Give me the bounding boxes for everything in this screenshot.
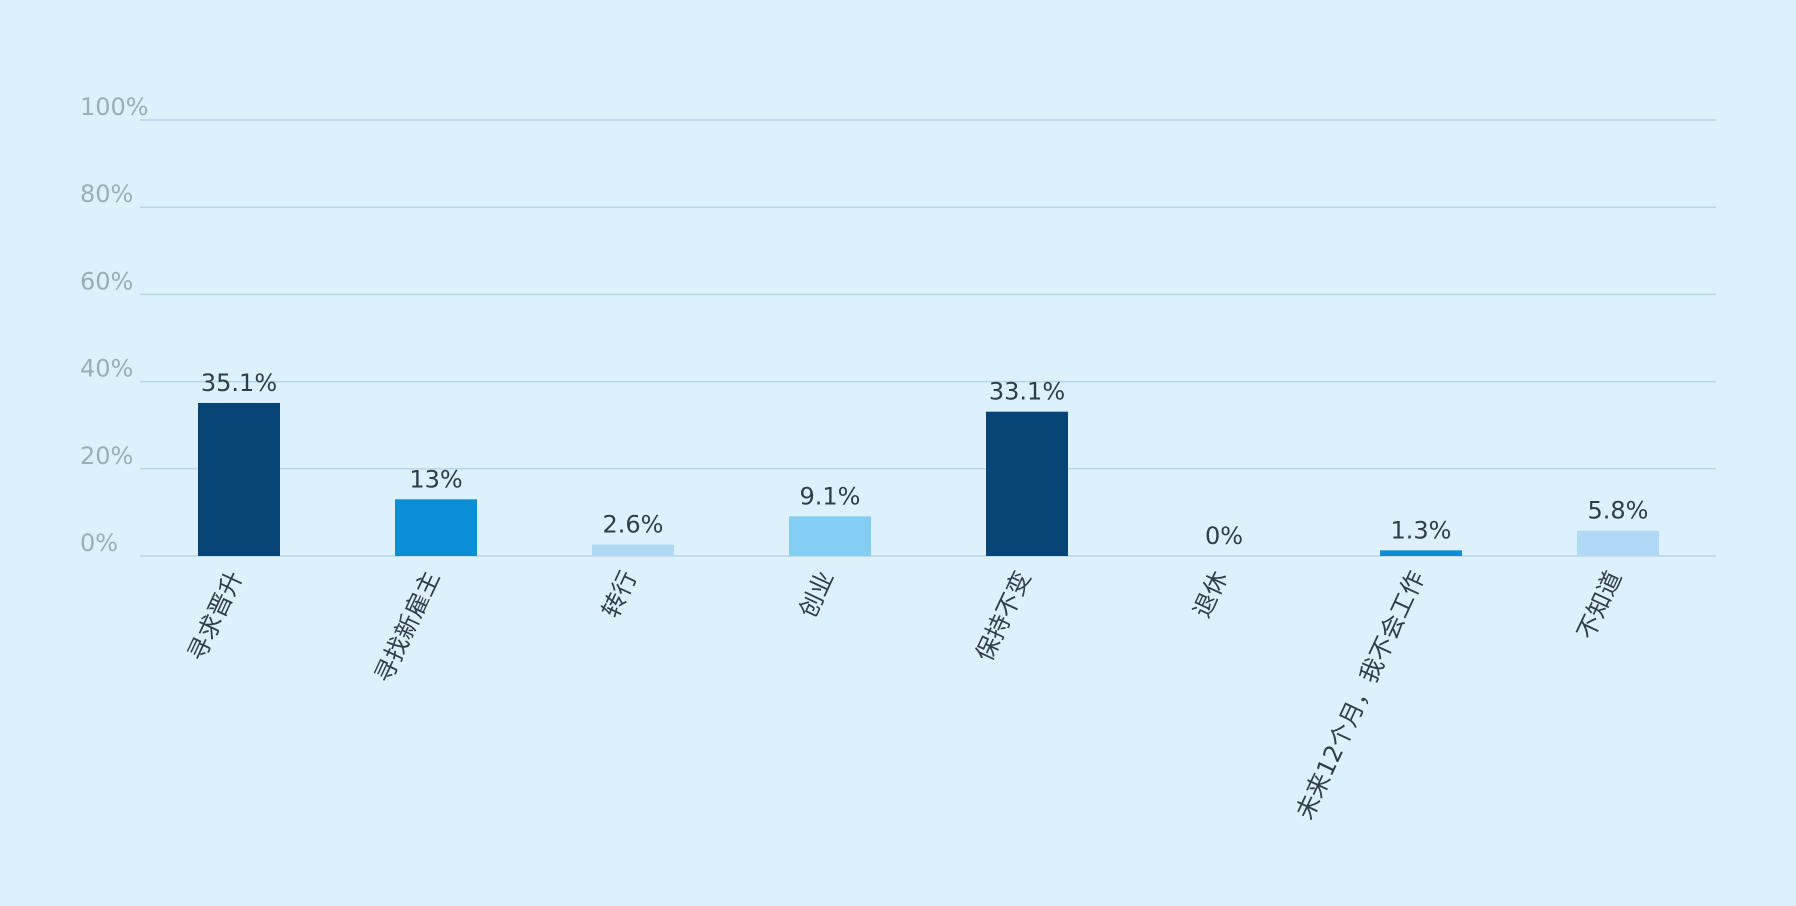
bar	[198, 402, 280, 556]
bar	[1380, 550, 1462, 556]
y-tick-label: 100%	[80, 93, 149, 121]
data-label: 13%	[409, 465, 462, 493]
bar	[592, 544, 674, 556]
y-axis-ticks: 0% 20% 40% 60% 80% 100%	[80, 93, 149, 557]
bar	[1577, 530, 1659, 556]
y-tick-label: 40%	[80, 355, 133, 383]
data-label: 2.6%	[603, 511, 664, 539]
data-label: 35.1%	[201, 369, 277, 397]
y-tick-label: 60%	[80, 267, 133, 295]
bar	[986, 411, 1068, 556]
value-labels: 35.1% 13% 2.6% 9.1% 33.1% 0% 1.3% 5.8%	[201, 369, 1649, 550]
bar	[789, 516, 871, 556]
data-label: 5.8%	[1588, 497, 1649, 525]
y-tick-label: 80%	[80, 180, 133, 208]
bars	[198, 402, 1659, 556]
bar	[395, 499, 477, 556]
data-label: 33.1%	[989, 378, 1065, 406]
y-tick-label: 20%	[80, 442, 133, 470]
data-label: 9.1%	[800, 482, 861, 510]
data-label: 1.3%	[1391, 516, 1452, 544]
data-label: 0%	[1205, 522, 1243, 550]
y-tick-label: 0%	[80, 529, 118, 557]
